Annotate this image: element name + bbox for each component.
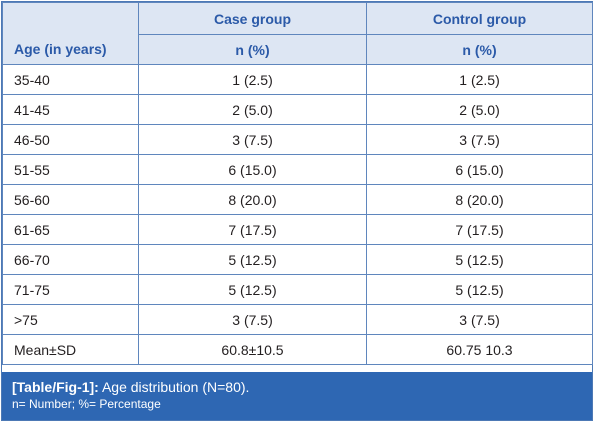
control-cell: 3 (7.5) [366,304,593,335]
age-cell: 56-60 [2,184,139,215]
caption-title: Age distribution (N=80). [98,379,250,395]
table-row: 56-60 8 (20.0) 8 (20.0) [2,184,593,215]
header-empty-cell [2,2,139,35]
control-cell: 5 (12.5) [366,244,593,275]
case-cell: 5 (12.5) [138,274,367,305]
age-cell: 35-40 [2,64,139,95]
age-cell: Mean±SD [2,334,139,365]
case-cell: 2 (5.0) [138,94,367,125]
case-cell: 3 (7.5) [138,124,367,155]
table-row: 71-75 5 (12.5) 5 (12.5) [2,274,593,305]
age-cell: 51-55 [2,154,139,185]
table-row: 41-45 2 (5.0) 2 (5.0) [2,94,593,125]
header-row-groups: Case group Control group [2,2,593,35]
age-cell: 61-65 [2,214,139,245]
table-row: 61-65 7 (17.5) 7 (17.5) [2,214,593,245]
header-age: Age (in years) [2,34,139,65]
age-cell: >75 [2,304,139,335]
header-case-group: Case group [138,2,367,35]
control-cell: 3 (7.5) [366,124,593,155]
case-cell: 7 (17.5) [138,214,367,245]
table-row: 66-70 5 (12.5) 5 (12.5) [2,244,593,275]
control-cell: 7 (17.5) [366,214,593,245]
table-row: 51-55 6 (15.0) 6 (15.0) [2,154,593,185]
header-control-group: Control group [366,2,593,35]
control-cell: 8 (20.0) [366,184,593,215]
table-caption: [Table/Fig-1]: Age distribution (N=80). … [2,372,592,420]
age-cell: 66-70 [2,244,139,275]
table-row: >75 3 (7.5) 3 (7.5) [2,304,593,335]
case-cell: 8 (20.0) [138,184,367,215]
table-row: Mean±SD 60.8±10.5 60.75 10.3 [2,334,593,365]
table-row: 35-40 1 (2.5) 1 (2.5) [2,64,593,95]
case-cell: 3 (7.5) [138,304,367,335]
age-cell: 41-45 [2,94,139,125]
header-row-units: Age (in years) n (%) n (%) [2,34,593,65]
header-case-unit: n (%) [138,34,367,65]
caption-note: n= Number; %= Percentage [12,397,161,411]
caption-line: [Table/Fig-1]: Age distribution (N=80). [12,378,582,396]
age-cell: 46-50 [2,124,139,155]
case-cell: 1 (2.5) [138,64,367,95]
age-cell: 71-75 [2,274,139,305]
control-cell: 6 (15.0) [366,154,593,185]
table-row: 46-50 3 (7.5) 3 (7.5) [2,124,593,155]
age-distribution-table: Case group Control group Age (in years) … [2,2,593,365]
case-cell: 6 (15.0) [138,154,367,185]
header-control-unit: n (%) [366,34,593,65]
case-cell: 60.8±10.5 [138,334,367,365]
control-cell: 5 (12.5) [366,274,593,305]
caption-label: [Table/Fig-1]: [12,379,99,395]
control-cell: 2 (5.0) [366,94,593,125]
control-cell: 1 (2.5) [366,64,593,95]
control-cell: 60.75 10.3 [366,334,593,365]
case-cell: 5 (12.5) [138,244,367,275]
